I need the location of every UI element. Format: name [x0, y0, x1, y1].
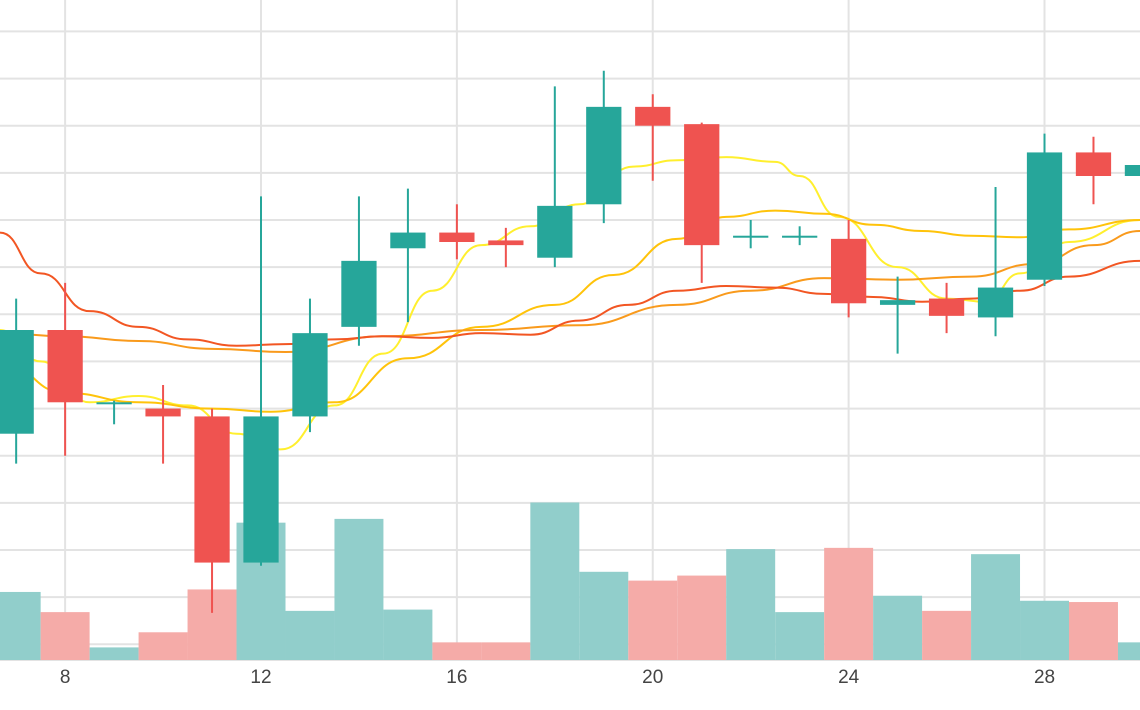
candle-body [928, 298, 965, 316]
volume-bar [824, 547, 874, 660]
candle-down [831, 220, 867, 318]
candle-body [390, 232, 426, 249]
candle-down [488, 227, 524, 268]
candle-body [1026, 152, 1063, 280]
x-axis: 8 12 16 20 24 28 [60, 667, 1055, 688]
volume-bar [0, 591, 41, 660]
volume-bar [971, 554, 1021, 660]
volume-bar [138, 632, 188, 660]
candle-up [1124, 165, 1140, 176]
x-tick-label: 20 [642, 667, 663, 688]
candle-body [977, 287, 1014, 318]
volume-bar [285, 610, 335, 660]
volume-bar [89, 647, 139, 660]
x-tick-label: 24 [838, 667, 860, 688]
volume-bar [628, 580, 678, 660]
candle-up [879, 276, 916, 354]
candle-body [782, 235, 818, 238]
volume-bar [334, 518, 384, 660]
x-tick-label: 16 [446, 667, 467, 688]
volume-bar [432, 642, 482, 660]
volume-bar [1020, 600, 1069, 660]
volume-bars [0, 502, 1140, 660]
candle-down [928, 282, 965, 334]
candle-up [1026, 133, 1063, 286]
moving-average-line [0, 230, 1140, 354]
volume-bar [579, 571, 629, 660]
candle-body [0, 330, 34, 434]
candle-body [341, 260, 377, 327]
volume-bar [775, 612, 825, 660]
candle-down [684, 122, 720, 283]
candle-up [733, 220, 769, 249]
candle-body [488, 240, 524, 246]
volume-bar [873, 595, 923, 660]
candle-body [47, 330, 83, 403]
candle-up [537, 86, 573, 268]
candle-body [292, 333, 328, 417]
x-tick-label: 28 [1034, 667, 1055, 688]
moving-average-lines [0, 156, 1140, 451]
x-tick-label: 12 [250, 667, 271, 688]
candle-down [635, 94, 671, 181]
candle-down [1075, 136, 1112, 205]
candle-up [390, 188, 426, 323]
candle-body [586, 106, 622, 205]
candle-down [194, 408, 230, 613]
candle-body [96, 402, 132, 405]
volume-bar [726, 549, 776, 660]
candle-up [586, 70, 622, 224]
volume-bar [481, 642, 531, 660]
candle-body [194, 416, 230, 563]
candle-body [1124, 165, 1140, 176]
candle-up [243, 196, 279, 566]
candle-body [684, 124, 720, 246]
volume-bar [530, 502, 580, 660]
candle-down [145, 385, 181, 464]
volume-bar [40, 612, 90, 660]
candle-body [635, 106, 671, 126]
candle-up [341, 196, 377, 346]
candle-body [439, 232, 475, 242]
candle-down [47, 282, 83, 456]
candle-up [977, 187, 1014, 337]
volume-bar [1117, 642, 1140, 660]
candle-body [733, 235, 769, 238]
candle-body [879, 300, 916, 305]
candle-body [537, 205, 573, 258]
candle-body [1075, 152, 1112, 176]
candle-down [439, 204, 475, 260]
x-tick-label: 8 [60, 667, 71, 688]
candle-body [831, 238, 867, 304]
candles [0, 70, 1140, 613]
moving-average-line [0, 209, 1140, 413]
volume-bar [922, 610, 972, 660]
volume-bar [677, 575, 727, 660]
volume-bar [1068, 602, 1118, 660]
candle-body [243, 416, 279, 563]
volume-bar [383, 609, 433, 660]
candle-up [292, 298, 328, 433]
candle-up [96, 400, 132, 425]
candle-body [145, 408, 181, 417]
candle-up [0, 298, 34, 464]
candle-up [782, 226, 818, 246]
